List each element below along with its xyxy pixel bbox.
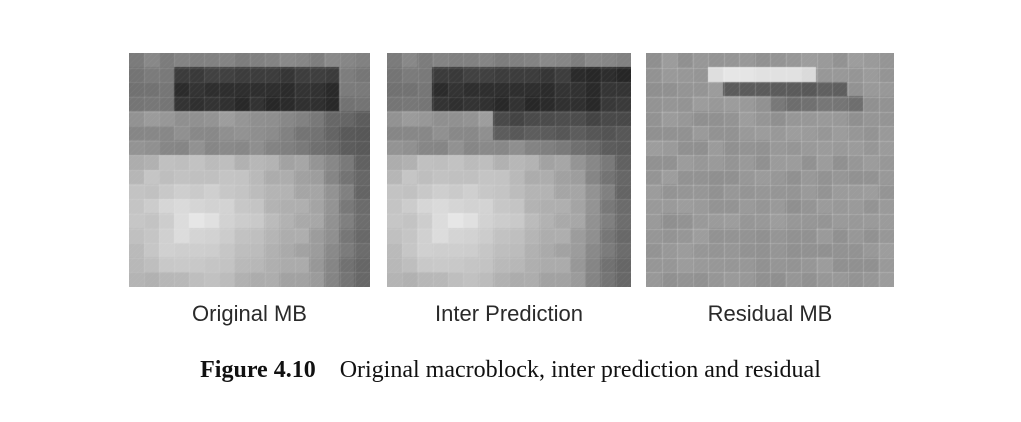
original-mb-label: Original MB bbox=[192, 301, 307, 326]
residual-mb-image bbox=[646, 53, 894, 287]
figure-caption: Figure 4.10 Original macroblock, inter pr… bbox=[0, 357, 1021, 384]
figure-caption-text: Original macroblock, inter prediction an… bbox=[339, 357, 821, 383]
original-mb-image bbox=[129, 53, 370, 287]
inter-prediction-label: Inter Prediction bbox=[435, 301, 583, 326]
residual-mb-label: Residual MB bbox=[707, 301, 833, 326]
figure-number: Figure 4.10 bbox=[200, 357, 316, 383]
inter-prediction-image bbox=[387, 53, 631, 287]
